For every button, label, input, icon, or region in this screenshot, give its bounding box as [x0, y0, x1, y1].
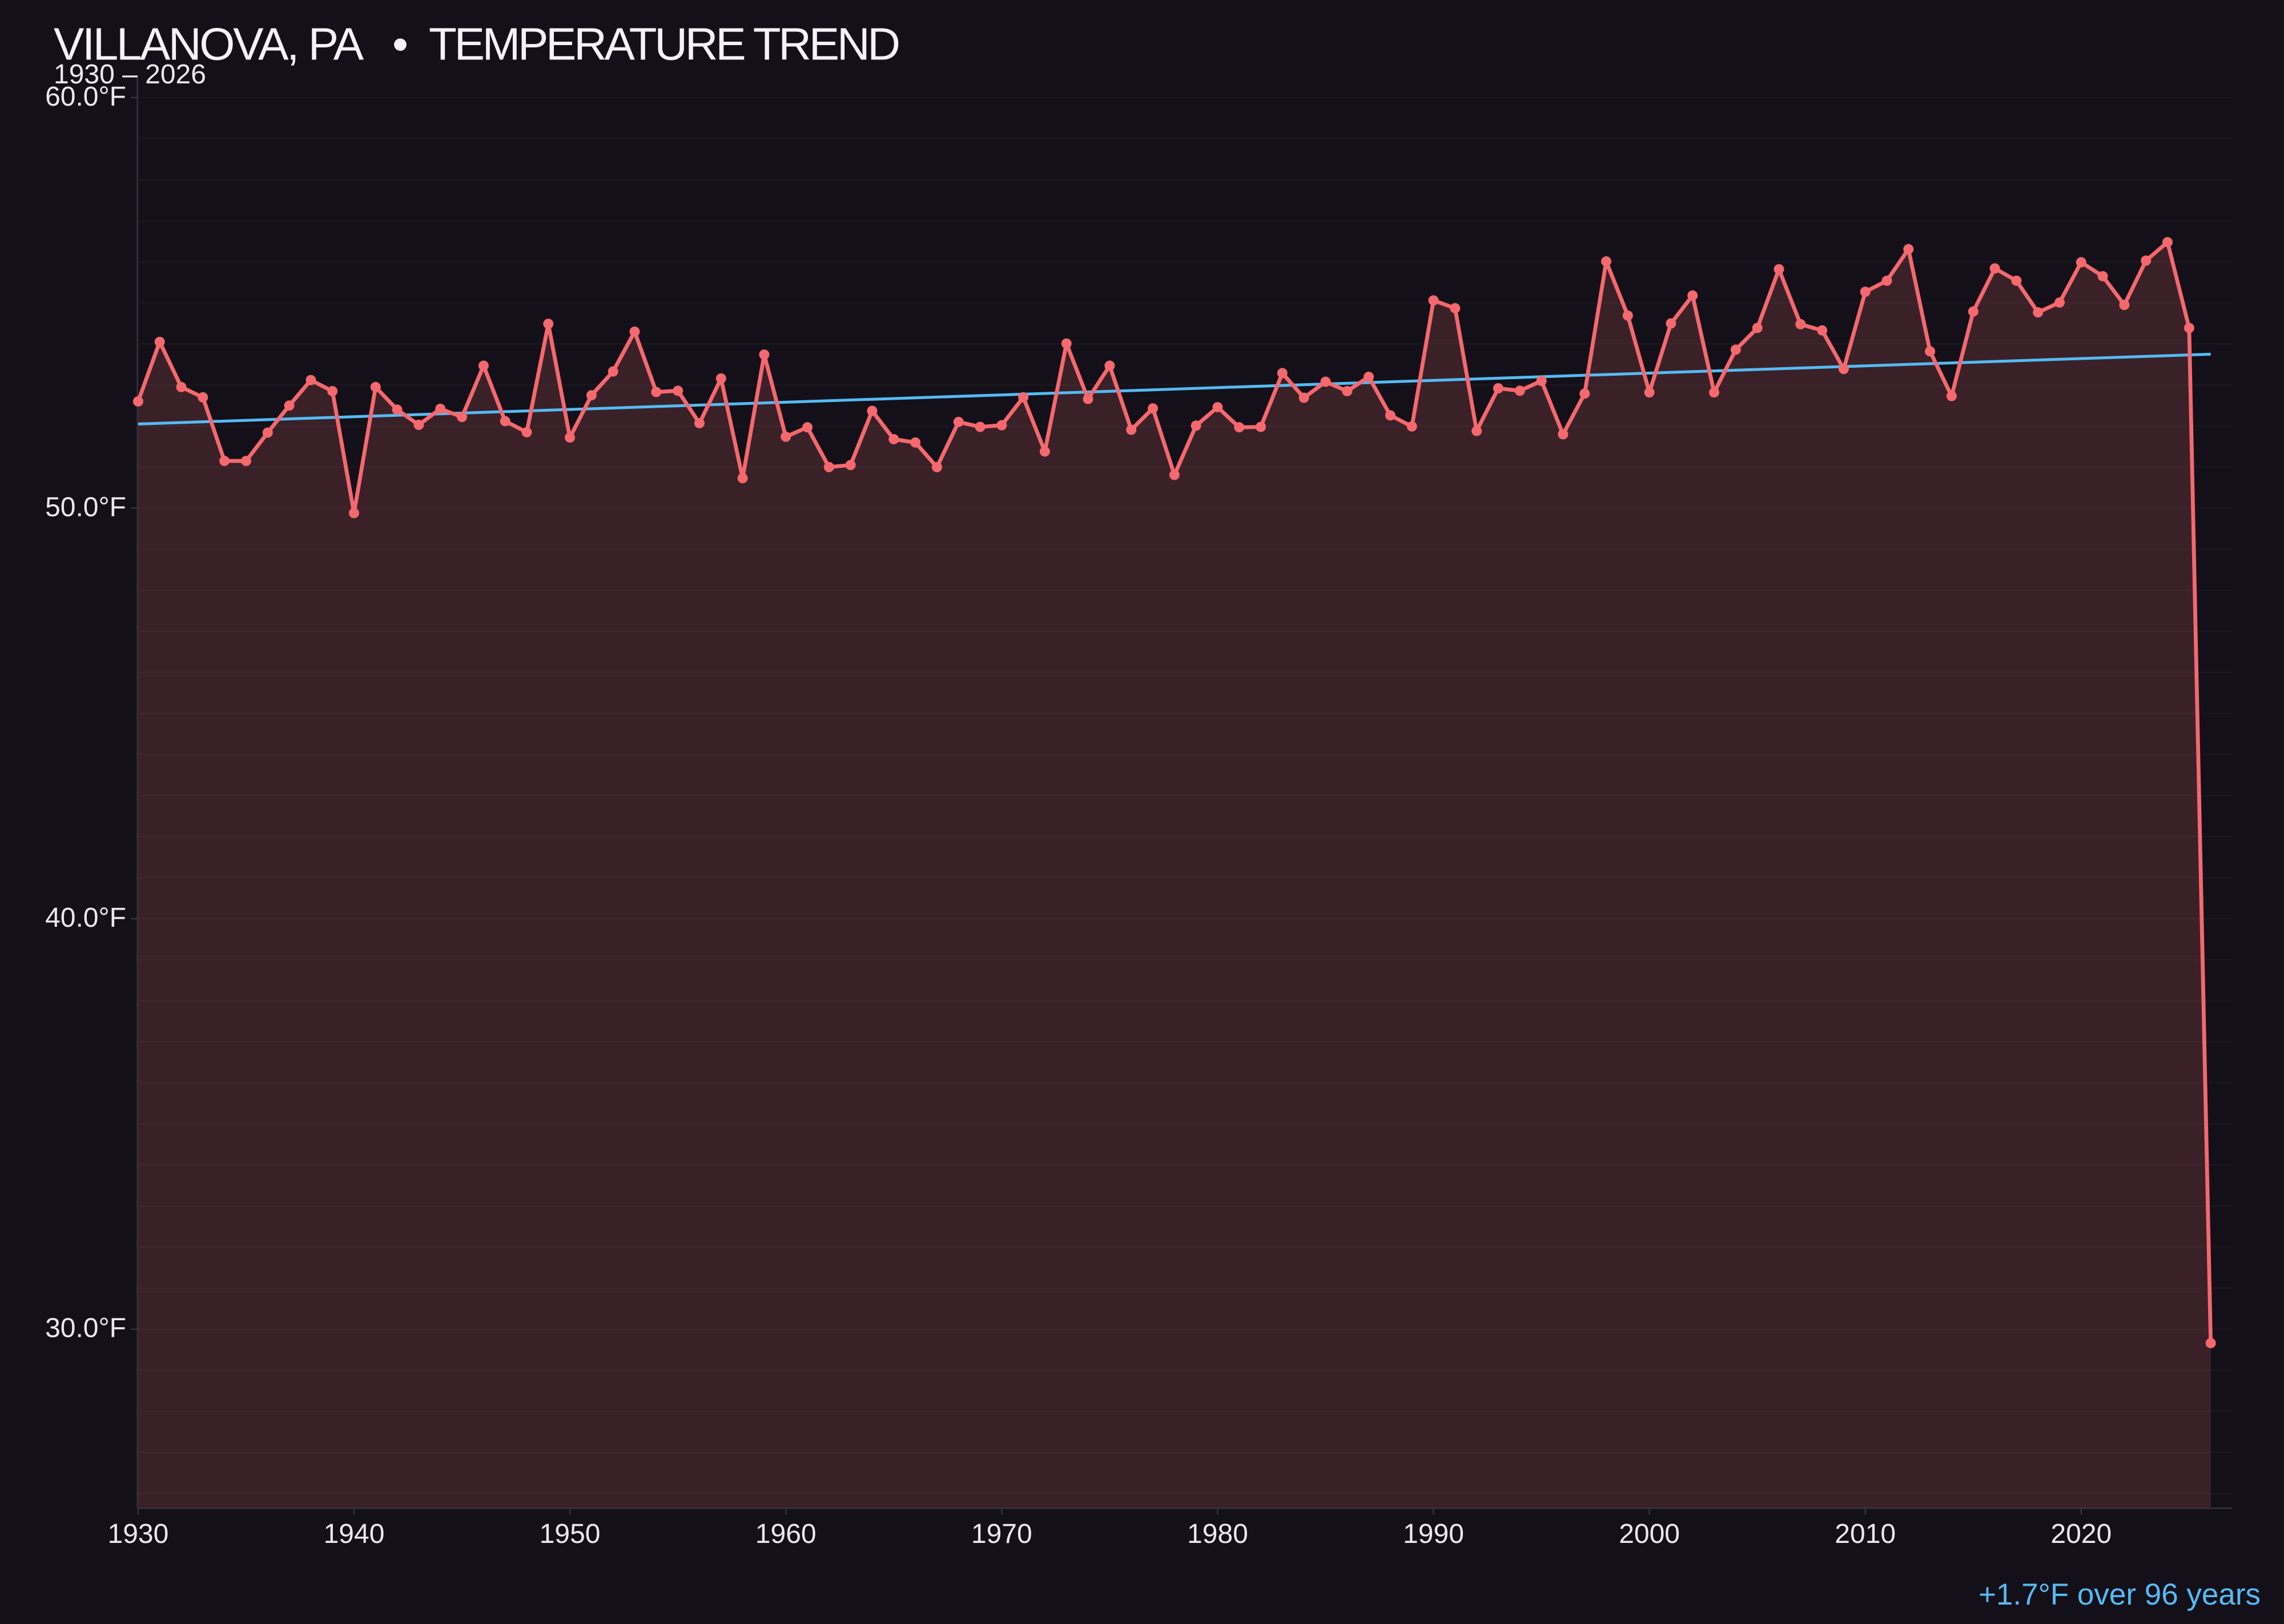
svg-text:1930 – 2026: 1930 – 2026 — [54, 59, 206, 90]
svg-text:2020: 2020 — [2050, 1519, 2112, 1549]
svg-text:1980: 1980 — [1187, 1519, 1248, 1549]
svg-text:+1.7°F over 96 years: +1.7°F over 96 years — [1979, 1578, 2261, 1611]
svg-text:50.0°F: 50.0°F — [45, 492, 126, 522]
svg-text:1930: 1930 — [108, 1519, 169, 1549]
svg-text:2000: 2000 — [1619, 1519, 1680, 1549]
svg-text:30.0°F: 30.0°F — [45, 1313, 126, 1344]
svg-text:1990: 1990 — [1403, 1519, 1464, 1549]
svg-text:1960: 1960 — [755, 1519, 817, 1549]
svg-text:40.0°F: 40.0°F — [45, 903, 126, 933]
svg-text:60.0°F: 60.0°F — [45, 82, 126, 112]
svg-text:1970: 1970 — [971, 1519, 1032, 1549]
svg-text:1940: 1940 — [324, 1519, 385, 1549]
svg-text:VILLANOVA, PA•TEMPERATURE TREN: VILLANOVA, PA • TEMPERATURE TREND — [54, 19, 898, 70]
svg-text:1950: 1950 — [540, 1519, 601, 1549]
svg-text:2010: 2010 — [1835, 1519, 1896, 1549]
